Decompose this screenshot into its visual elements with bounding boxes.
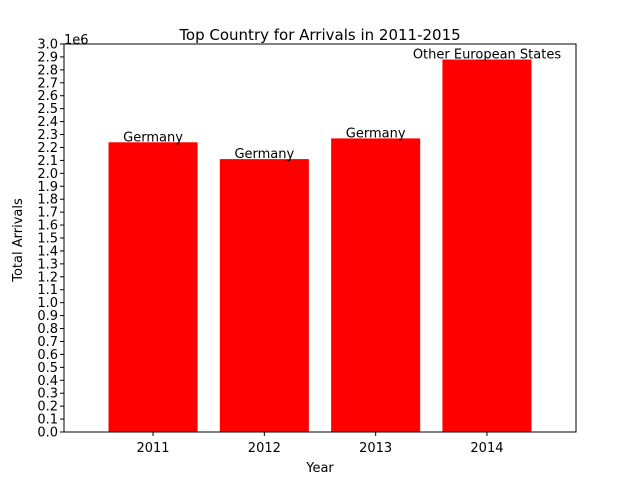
y-tick-label-2.6: 2.6 <box>37 89 58 104</box>
x-tick-label-2013: 2013 <box>359 441 392 456</box>
y-tick-label-2.3: 2.3 <box>37 128 58 143</box>
y-tick-label-0.9: 0.9 <box>37 309 58 324</box>
bar-label-2011: Germany <box>123 130 183 145</box>
x-tick-label-2012: 2012 <box>248 441 281 456</box>
y-tick-label-0.1: 0.1 <box>37 413 58 428</box>
bar-label-2012: Germany <box>234 147 294 162</box>
x-tick-label-2014: 2014 <box>470 441 503 456</box>
y-tick-label-2.2: 2.2 <box>37 141 58 156</box>
bar-2011 <box>108 142 198 432</box>
y-tick-label-0.4: 0.4 <box>37 374 58 389</box>
y-tick-label-1.8: 1.8 <box>37 193 58 208</box>
y-tick-label-2.1: 2.1 <box>37 154 58 169</box>
y-tick-label-0.0: 0.0 <box>37 426 58 441</box>
x-ticks-group: 2011 2012 2013 2014 <box>136 432 504 456</box>
bar-labels-group: Germany Germany Germany Other European Stat… <box>123 48 561 163</box>
y-tick-label-0.7: 0.7 <box>37 335 58 350</box>
y-tick-label-1.1: 1.1 <box>37 283 58 298</box>
y-tick-label-1.9: 1.9 <box>37 180 58 195</box>
y-tick-label-1.4: 1.4 <box>37 244 58 259</box>
bar-2014 <box>442 59 532 433</box>
x-tick-label-2011: 2011 <box>136 441 169 456</box>
bar-label-2014: Other European States <box>413 48 562 63</box>
y-tick-label-2.0: 2.0 <box>37 167 58 182</box>
y-tick-label-1.2: 1.2 <box>37 270 58 285</box>
y-tick-label-2.4: 2.4 <box>37 115 58 130</box>
y-tick-label-0.5: 0.5 <box>37 361 58 376</box>
chart-title: Top Country for Arrivals in 2011-2015 <box>178 26 460 44</box>
bar-2012 <box>219 159 309 432</box>
y-tick-label-1.5: 1.5 <box>37 232 58 247</box>
plot-frame <box>63 43 577 433</box>
y-tick-label-2.9: 2.9 <box>37 50 58 65</box>
y-axis-label: Total Arrivals <box>11 198 26 283</box>
y-tick-label-2.8: 2.8 <box>37 63 58 78</box>
bars-group <box>108 59 532 433</box>
y-tick-label-1.6: 1.6 <box>37 219 58 234</box>
y-tick-label-3.0: 3.0 <box>37 38 58 53</box>
y-tick-label-1.0: 1.0 <box>37 296 58 311</box>
y-tick-label-2.7: 2.7 <box>37 76 58 91</box>
y-tick-label-1.3: 1.3 <box>37 257 58 272</box>
y-tick-label-0.2: 0.2 <box>37 400 58 415</box>
y-tick-label-2.5: 2.5 <box>37 102 58 117</box>
y-tick-label-0.6: 0.6 <box>37 348 58 363</box>
y-ticks-group: 0.00.10.20.30.40.50.60.70.80.91.01.11.21… <box>37 38 64 441</box>
x-axis-label: Year <box>305 461 334 476</box>
y-offset-text: 1e6 <box>64 33 89 48</box>
y-tick-label-0.8: 0.8 <box>37 322 58 337</box>
bar-2013 <box>331 138 421 432</box>
y-tick-label-1.7: 1.7 <box>37 206 58 221</box>
bar-label-2013: Germany <box>346 126 406 141</box>
y-tick-label-0.3: 0.3 <box>37 387 58 402</box>
